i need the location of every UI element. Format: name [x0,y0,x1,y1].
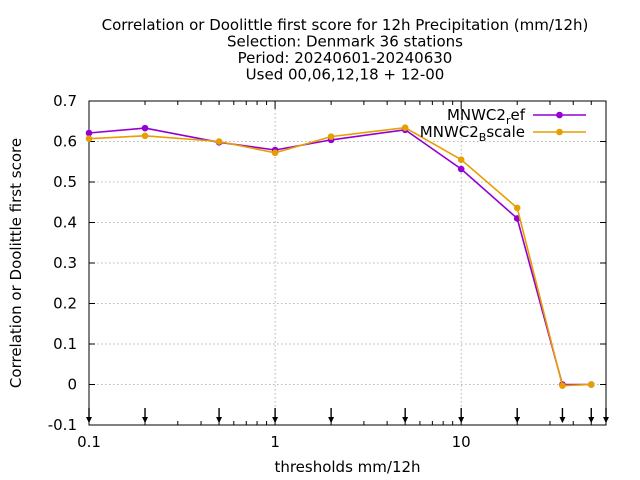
x-axis: 0.1 1 10 [77,101,607,451]
data-point [141,124,149,132]
data-point [559,382,566,390]
y-tick-label: -0.1 [48,416,77,434]
threshold-arrow [402,417,409,423]
threshold-markers [86,408,609,423]
title-line: Correlation or Doolittle first score for… [102,16,589,34]
data-point [215,138,223,145]
y-axis: -0.1 0 0.1 0.2 0.3 0.4 0.5 0.6 0.7 [48,92,606,434]
y-tick-label: 0.5 [53,173,77,191]
title-line: Used 00,06,12,18 + 12-00 [246,66,445,84]
title-line: Selection: Denmark 36 stations [227,33,463,51]
series-line-0 [88,127,592,386]
data-point [271,149,279,157]
x-tick-label: 1 [270,433,280,451]
legend-swatch-point [556,128,563,136]
threshold-arrow [588,417,595,423]
threshold-arrow [328,417,335,423]
threshold-arrow [216,417,223,423]
data-point [85,135,93,142]
threshold-arrow [458,417,465,423]
x-axis-label: thresholds mm/12h [274,458,420,476]
x-tick-label: 10 [452,433,471,451]
data-point [141,132,149,140]
chart-title: Correlation or Doolittle first score for… [102,16,589,84]
series-layer [85,124,595,390]
title-line: Period: 20240601-20240630 [238,49,453,67]
threshold-arrow [142,417,149,423]
y-tick-label: 0.4 [53,214,77,232]
threshold-arrow [514,417,521,423]
grid [88,101,606,425]
data-point [457,156,465,164]
threshold-arrow [86,417,92,423]
data-point [513,204,521,212]
y-tick-label: 0.2 [53,295,77,313]
y-tick-label: 0.3 [53,254,77,272]
x-tick-label: 0.1 [77,433,101,451]
data-point [327,133,335,140]
data-point [587,381,595,388]
data-point [457,165,465,173]
plot-frame [88,100,607,426]
threshold-arrow [272,417,279,423]
legend-swatch-point [556,111,563,119]
y-tick-label: 0 [67,376,77,394]
threshold-arrow [603,417,609,423]
legend-label: MNWC2ref [447,106,526,127]
y-tick-label: 0.7 [53,92,77,110]
legend-label: MNWC2Bscale [420,123,525,144]
data-point [85,129,93,137]
y-axis-label: Correlation or Doolittle first score [7,138,25,388]
y-tick-label: 0.6 [53,133,77,151]
y-tick-label: 0.1 [53,335,77,353]
series-line-1 [88,126,592,387]
data-point [401,124,409,132]
threshold-arrow [559,417,566,423]
